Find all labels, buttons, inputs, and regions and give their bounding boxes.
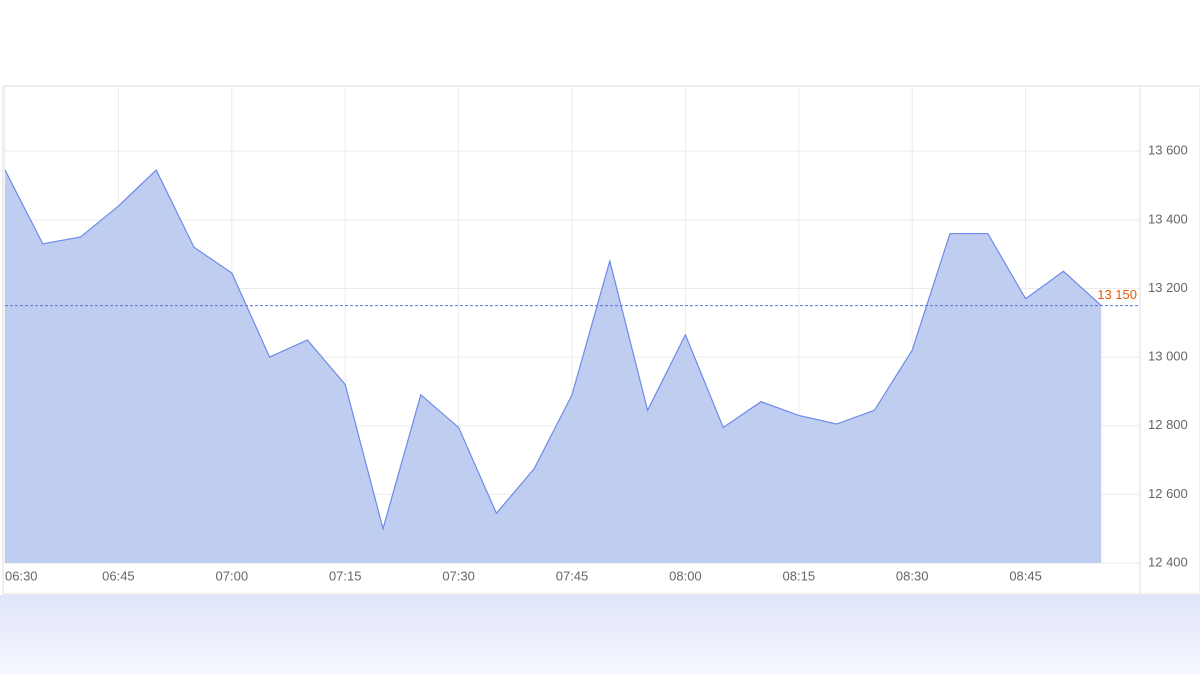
- area: [5, 170, 1102, 563]
- x-tick-label: 06:45: [102, 568, 135, 583]
- background-band: [0, 595, 1200, 675]
- x-tick-label: 08:15: [783, 568, 816, 583]
- line: [4, 169, 1102, 531]
- x-tick-label: 08:30: [896, 568, 929, 583]
- reference-label: 13 150: [1097, 287, 1137, 302]
- x-tick-label: 07:15: [329, 568, 362, 583]
- y-tick-label: 12 800: [1148, 417, 1188, 432]
- x-tick-label: 07:00: [216, 568, 249, 583]
- y-tick-label: 13 000: [1148, 349, 1188, 364]
- y-tick-label: 12 400: [1148, 554, 1188, 569]
- y-tick-label: 13 600: [1148, 143, 1188, 158]
- y-tick-label: 12 600: [1148, 486, 1188, 501]
- y-tick-label: 13 400: [1148, 211, 1188, 226]
- x-tick-label: 08:45: [1009, 568, 1042, 583]
- y-tick-label: 13 200: [1148, 280, 1188, 295]
- x-tick-label: 07:30: [442, 568, 475, 583]
- x-tick-label: 07:45: [556, 568, 589, 583]
- x-tick-label: 08:00: [669, 568, 702, 583]
- x-tick-label: 06:30: [5, 568, 38, 583]
